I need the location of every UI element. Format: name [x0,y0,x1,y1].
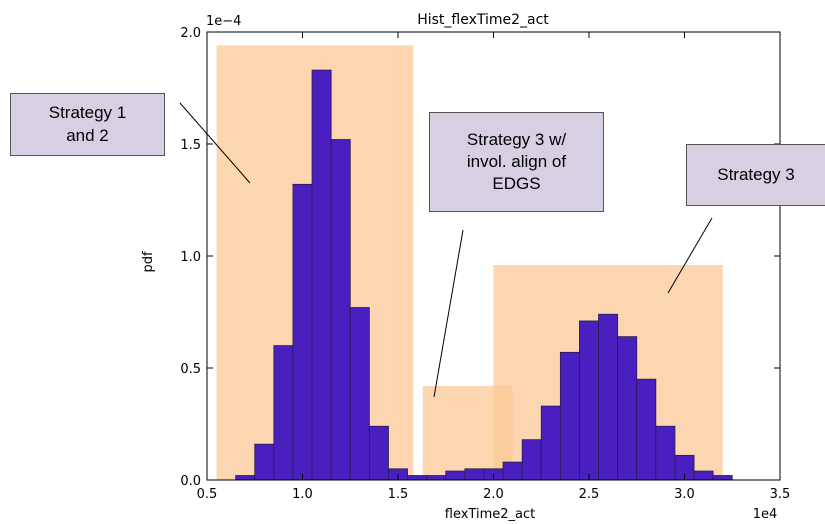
y-offset-label: 1e−4 [206,14,241,29]
histogram-bar [503,462,522,480]
histogram-bar [541,406,560,480]
y-tick-label: 1.0 [180,250,201,265]
x-offset-label: 1e4 [753,507,778,522]
histogram-bar [465,469,484,480]
histogram-bar [618,337,637,480]
y-tick-label: 2.0 [180,26,201,41]
callout-leader-line-2 [434,230,463,397]
histogram-bar [312,70,331,480]
callout-strategy-1-and-2-text: Strategy 1 and 2 [49,102,127,146]
histogram-bar [560,352,579,480]
histogram-bar [427,476,446,480]
x-tick-label: 3.0 [674,487,695,502]
callout-strategy-3-text: Strategy 3 [717,164,795,186]
callout-strategy-3: Strategy 3 [686,144,825,206]
callout-strategy-3-edgs-text: Strategy 3 w/ invol. align of EDGS [467,129,566,195]
histogram-bar [599,314,618,480]
histogram-bar [446,471,465,480]
x-tick-label: 0.5 [197,487,218,502]
histogram-bar [579,321,598,480]
histogram-bar [656,426,675,480]
histogram-bar [522,440,541,480]
x-tick-label: 1.0 [292,487,313,502]
histogram-bar [350,308,369,480]
callout-strategy-3-edgs: Strategy 3 w/ invol. align of EDGS [429,112,604,212]
histogram-bar [331,140,350,480]
histogram-bar [236,476,255,480]
histogram-bar [713,476,732,480]
y-tick-label: 0.5 [180,362,201,377]
y-tick-label: 0.0 [180,474,201,489]
x-tick-label: 2.0 [483,487,504,502]
chart-title: Hist_flexTime2_act [417,12,549,28]
y-tick-label: 1.5 [180,138,201,153]
histogram-bar [408,476,427,480]
y-axis-label: pdf [141,251,156,273]
histogram-bar [637,379,656,480]
histogram-bar [369,426,388,480]
x-tick-label: 1.5 [388,487,409,502]
histogram-bar [255,444,274,480]
histogram-bar [274,346,293,480]
x-tick-label: 2.5 [579,487,600,502]
x-tick-label: 3.5 [770,487,791,502]
x-axis-label: flexTime2_act [445,507,535,522]
histogram-bar [694,471,713,480]
callout-strategy-1-and-2: Strategy 1 and 2 [10,93,165,156]
histogram-bar [293,184,312,480]
